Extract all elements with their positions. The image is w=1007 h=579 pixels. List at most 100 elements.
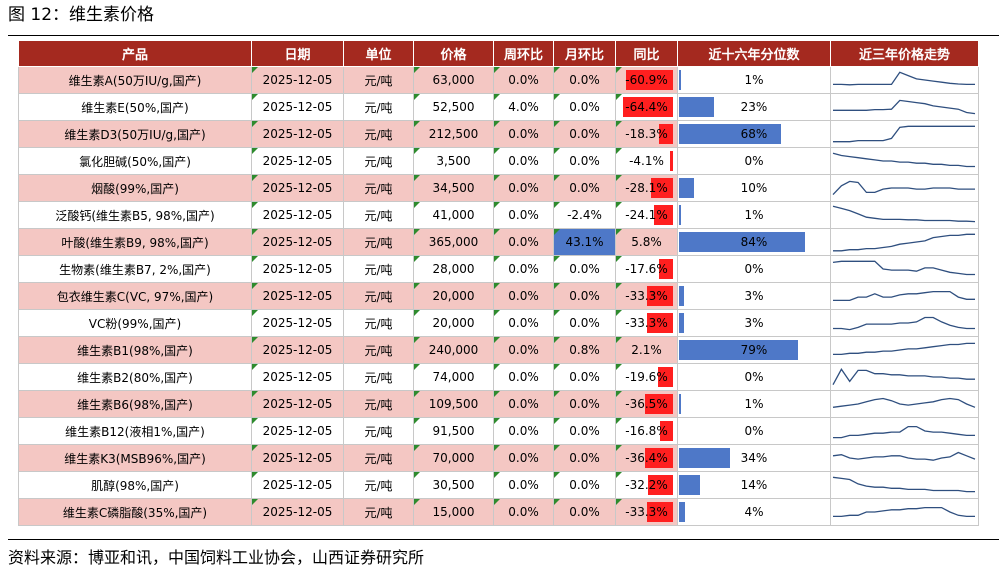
product-cell-text: 包衣维生素C(VC, 97%,国产) xyxy=(56,289,214,304)
yoy-negative-bar xyxy=(626,70,673,90)
trend-line xyxy=(832,476,975,493)
wow-cell-text: 0.0% xyxy=(508,316,539,330)
percentile-cell: 1% xyxy=(677,390,831,418)
trend-sparkline xyxy=(832,205,976,223)
percentile-text: 84% xyxy=(740,235,768,249)
figure-title: 图 12：维生素价格 xyxy=(8,5,155,25)
yoy-negative-bar xyxy=(660,421,673,441)
table-row: 维生素K3(MSB96%,国产) 2025-12-05 元/吨 70,000 0.0% 0… xyxy=(18,444,979,472)
trend-sparkline xyxy=(833,342,975,356)
trend-cell xyxy=(830,498,979,526)
trend-sparkline xyxy=(833,99,976,115)
mom-cell-text: 0.0% xyxy=(569,100,600,114)
price-cell: 20,000 xyxy=(413,282,494,310)
trend-cell xyxy=(830,66,979,94)
product-cell-text: 叶酸(维生素B9, 98%,国产) xyxy=(61,235,209,250)
unit-cell: 元/吨 xyxy=(343,336,414,364)
trend-cell xyxy=(830,390,979,418)
date-cell: 2025-12-05 xyxy=(251,417,344,445)
product-cell: 烟酸(99%,国产) xyxy=(18,174,252,202)
price-cell: 28,000 xyxy=(413,255,494,283)
yoy-cell-text: -33.3% xyxy=(625,505,668,519)
table-row: 维生素B12(液相1%,国产) 2025-12-05 元/吨 91,500 0.0% 0.… xyxy=(18,417,979,445)
trend-line xyxy=(832,451,976,461)
yoy-negative-bar xyxy=(647,313,673,333)
yoy-cell: -4.1% xyxy=(615,147,678,175)
mom-cell-text: 0.0% xyxy=(569,478,600,492)
date-cell-text: 2025-12-05 xyxy=(262,424,333,438)
table-row: 维生素B1(98%,国产) 2025-12-05 元/吨 240,000 0.0% 0.8… xyxy=(18,336,979,364)
percentile-text: 3% xyxy=(744,289,764,303)
yoy-cell-text: -64.4% xyxy=(625,100,668,114)
trend-sparkline xyxy=(833,506,975,518)
percentile-text: 1% xyxy=(744,73,764,87)
percentile-cell: 84% xyxy=(677,228,831,256)
mom-cell: 0.0% xyxy=(553,498,616,526)
price-cell: 70,000 xyxy=(413,444,494,472)
mom-cell: 0.0% xyxy=(553,255,616,283)
yoy-cell-text: -36.5% xyxy=(625,397,668,411)
percentile-cell: 10% xyxy=(677,174,831,202)
trend-line xyxy=(832,260,975,276)
price-cell: 109,500 xyxy=(413,390,494,418)
price-cell-text: 28,000 xyxy=(432,262,475,276)
yoy-negative-bar xyxy=(659,259,673,279)
yoy-cell-text: -18.3% xyxy=(625,127,668,141)
mom-cell: 0.8% xyxy=(553,336,616,364)
date-cell-text: 2025-12-05 xyxy=(262,181,333,195)
unit-cell-text: 元/吨 xyxy=(364,208,393,223)
percentile-text: 68% xyxy=(740,127,768,141)
yoy-negative-bar xyxy=(670,151,673,171)
percentile-text: 1% xyxy=(744,208,764,222)
percentile-bar xyxy=(679,70,681,90)
trend-cell xyxy=(830,201,979,229)
wow-cell-text: 0.0% xyxy=(508,505,539,519)
wow-cell: 0.0% xyxy=(493,498,554,526)
mom-cell: -2.4% xyxy=(553,201,616,229)
date-cell: 2025-12-05 xyxy=(251,201,344,229)
yoy-cell-text: -4.1% xyxy=(629,154,664,168)
yoy-cell-text: -36.4% xyxy=(625,451,668,465)
unit-cell: 元/吨 xyxy=(343,471,414,499)
date-cell-text: 2025-12-05 xyxy=(262,235,333,249)
percentile-text: 4% xyxy=(744,505,764,519)
price-cell-text: 34,500 xyxy=(432,181,475,195)
percentile-bar xyxy=(679,340,798,360)
mom-cell-text: 0.0% xyxy=(569,451,600,465)
header-unit: 单位 xyxy=(343,40,414,67)
yoy-negative-bar xyxy=(647,286,673,306)
percentile-bar xyxy=(679,178,694,198)
product-cell-text: 维生素B6(98%,国产) xyxy=(77,397,193,412)
wow-cell-text: 0.0% xyxy=(508,397,539,411)
date-cell: 2025-12-05 xyxy=(251,309,344,337)
product-cell-text: 维生素B12(液相1%,国产) xyxy=(65,424,205,439)
date-cell: 2025-12-05 xyxy=(251,390,344,418)
trend-cell xyxy=(830,471,979,499)
price-cell: 3,500 xyxy=(413,147,494,175)
wow-cell: 0.0% xyxy=(493,228,554,256)
unit-cell: 元/吨 xyxy=(343,66,414,94)
wow-cell-text: 0.0% xyxy=(508,181,539,195)
yoy-negative-bar xyxy=(651,178,673,198)
trend-line xyxy=(832,368,975,386)
price-cell-text: 15,000 xyxy=(432,505,475,519)
product-cell-text: 肌醇(98%,国产) xyxy=(91,478,179,493)
wow-cell: 0.0% xyxy=(493,471,554,499)
price-cell: 20,000 xyxy=(413,309,494,337)
table-row: 包衣维生素C(VC, 97%,国产) 2025-12-05 元/吨 20,000 0.0… xyxy=(18,282,979,310)
product-cell: 泛酸钙(维生素B5, 98%,国产) xyxy=(18,201,252,229)
mom-cell: 0.0% xyxy=(553,66,616,94)
price-cell-text: 109,500 xyxy=(428,397,479,411)
trend-line xyxy=(833,506,975,518)
yoy-negative-bar xyxy=(654,205,673,225)
trend-sparkline xyxy=(832,397,976,408)
product-cell-text: 维生素E(50%,国产) xyxy=(81,100,189,115)
percentile-cell: 23% xyxy=(677,93,831,121)
price-cell: 52,500 xyxy=(413,93,494,121)
mom-cell: 0.0% xyxy=(553,417,616,445)
unit-cell: 元/吨 xyxy=(343,147,414,175)
date-cell: 2025-12-05 xyxy=(251,228,344,256)
unit-cell: 元/吨 xyxy=(343,255,414,283)
product-cell: VC粉(99%,国产) xyxy=(18,309,252,337)
mom-cell-text: 0.0% xyxy=(569,181,600,195)
